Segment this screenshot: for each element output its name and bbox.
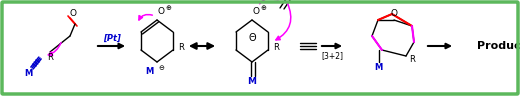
Text: R: R	[47, 53, 53, 62]
Text: ⊕: ⊕	[260, 5, 266, 11]
Text: ⊕: ⊕	[165, 5, 171, 11]
Text: O: O	[158, 7, 164, 17]
Text: [3+2]: [3+2]	[321, 51, 343, 60]
Text: R: R	[178, 43, 184, 53]
Text: R: R	[409, 55, 415, 65]
Text: Θ: Θ	[248, 33, 256, 43]
Text: M: M	[145, 67, 153, 75]
Text: ⊖: ⊖	[158, 65, 164, 71]
Text: M: M	[24, 70, 32, 79]
Text: M: M	[374, 63, 382, 72]
Text: Products: Products	[477, 41, 520, 51]
Text: O: O	[253, 7, 259, 17]
Text: O: O	[391, 10, 397, 19]
Text: [Pt]: [Pt]	[103, 34, 121, 43]
Text: O: O	[70, 9, 76, 17]
Text: M: M	[248, 77, 256, 86]
Text: R: R	[273, 43, 279, 53]
